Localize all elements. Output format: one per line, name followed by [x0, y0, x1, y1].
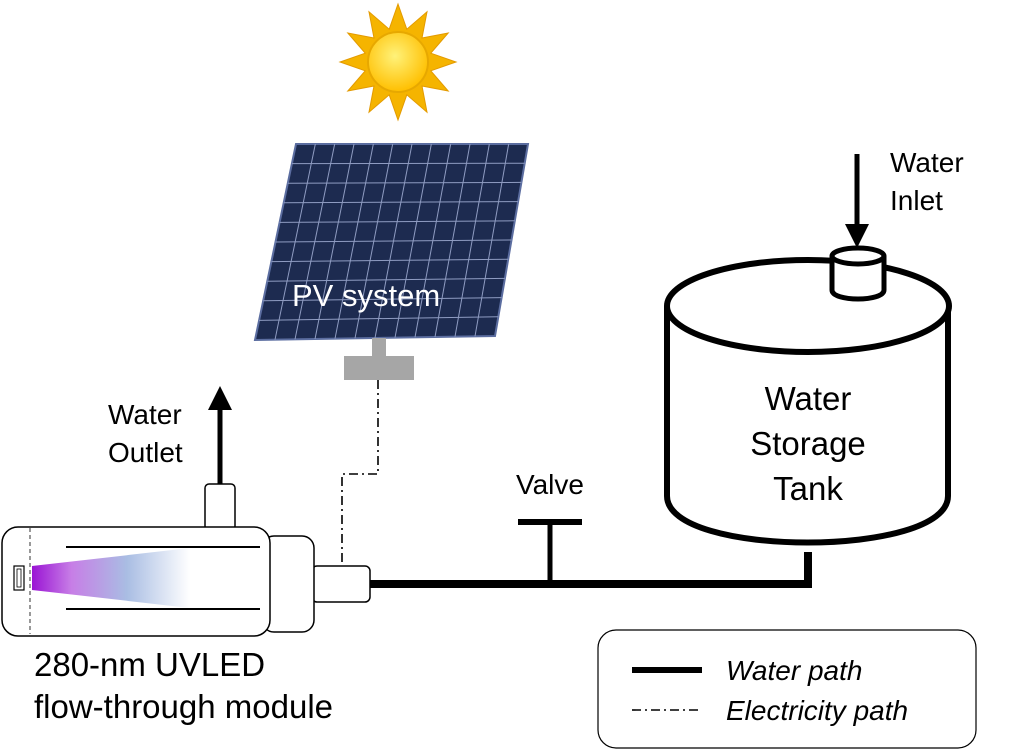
tank-label-line2: Storage	[750, 425, 866, 462]
water-outlet-label-line2: Outlet	[108, 437, 183, 468]
pv-system-label: PV system	[292, 278, 440, 313]
uvled-module	[1, 483, 371, 637]
legend-water-label: Water path	[726, 655, 862, 686]
tank-inlet-cap	[829, 245, 887, 302]
water-path-pipe	[368, 552, 812, 588]
valve-icon	[518, 519, 582, 582]
solar-panel-icon	[253, 143, 530, 380]
module-label-line2: flow-through module	[34, 688, 333, 725]
water-inlet-arrow	[845, 154, 869, 248]
legend-electricity-label: Electricity path	[726, 695, 908, 726]
module-label-line1: 280-nm UVLED	[34, 646, 265, 683]
tank-label-line1: Water	[765, 380, 852, 417]
water-inlet-label-line1: Water	[890, 147, 964, 178]
water-outlet-arrow	[208, 386, 232, 484]
electricity-path-line	[341, 380, 379, 572]
sun-icon	[338, 2, 458, 122]
uv-beam	[32, 548, 190, 608]
legend: Water path Electricity path	[597, 629, 977, 749]
panel-mount	[344, 338, 414, 380]
valve-label: Valve	[516, 469, 584, 500]
water-outlet-label-line1: Water	[108, 399, 182, 430]
water-inlet-label-line2: Inlet	[890, 185, 943, 216]
water-storage-tank	[664, 245, 952, 546]
tank-label-line3: Tank	[773, 470, 843, 507]
